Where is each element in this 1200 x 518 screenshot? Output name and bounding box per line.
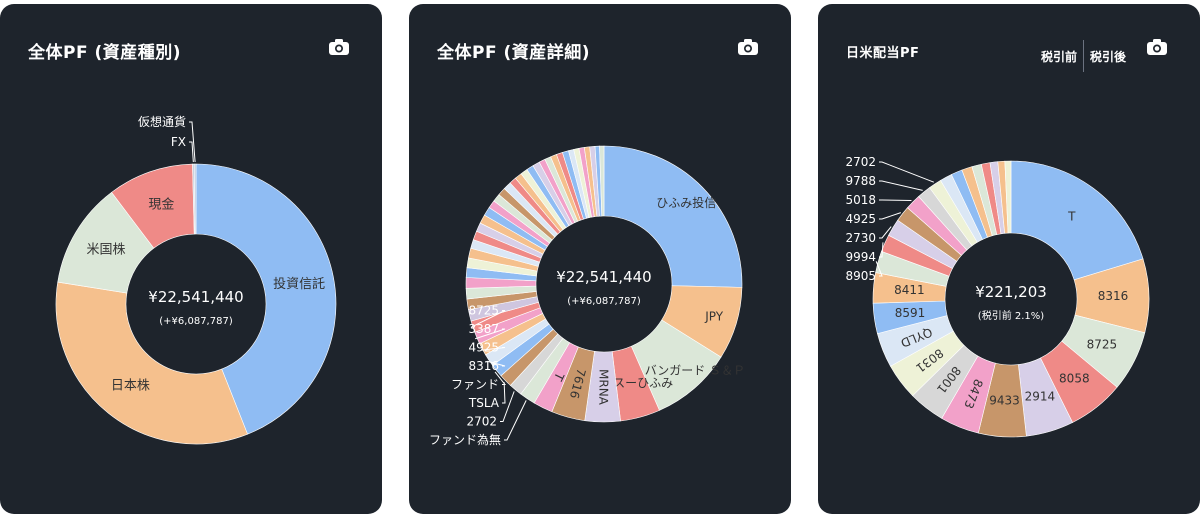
leader-line: [879, 226, 892, 239]
leader-line: [487, 360, 506, 367]
leader-line: [189, 141, 194, 163]
slice-label: SBI・バンガード Ｓ＆Ｐ: [613, 363, 745, 377]
pie-slice[interactable]: [1010, 160, 1144, 281]
slice-label: 米国株: [86, 242, 125, 257]
leader-line: [879, 180, 923, 191]
slice-label: 8316: [468, 359, 499, 373]
card-title: 全体PF (資産種別): [28, 43, 182, 63]
pie-slice[interactable]: [603, 145, 743, 288]
slice-label: ひふみ投信: [656, 195, 716, 210]
pie-slice[interactable]: [599, 145, 605, 217]
camera-icon[interactable]: [1146, 38, 1168, 56]
slice-label: ファンド為無: [429, 432, 501, 447]
slice-label: 8411: [894, 283, 925, 297]
card-title: 全体PF (資産詳細): [437, 43, 591, 63]
tax-after-button[interactable]: 税引後: [1089, 49, 1126, 64]
asset-type-card: 全体PF (資産種別) 投資信託日本株 米国株 現金 FX 仮想通貨 ¥22,541,44…: [0, 4, 382, 514]
pie-slice[interactable]: [195, 163, 337, 435]
slice-label: ファンド: [451, 378, 499, 392]
leader-line: [470, 310, 506, 328]
slice-label: 8725: [468, 304, 499, 318]
slice-label: FX: [171, 135, 186, 149]
slice-label: 投資信託: [273, 276, 325, 292]
camera-icon[interactable]: [737, 38, 759, 56]
center-value: ¥22,541,440: [148, 288, 243, 306]
slice-label: 5018: [845, 193, 876, 207]
leader-line: [879, 242, 884, 258]
slice-label: 仮想通貨: [138, 114, 186, 129]
slice-label: 3387: [468, 322, 499, 336]
slice-label: 8591: [895, 306, 926, 320]
leader-line: [494, 371, 507, 385]
slice-label: 2702: [845, 155, 876, 169]
slice-label: 9433: [989, 393, 1020, 407]
slice-label: JPY: [704, 310, 724, 324]
slice-label: 9788: [845, 174, 876, 188]
center-subvalue: (+¥6,087,787): [567, 296, 641, 307]
leader-line: [504, 400, 527, 441]
slice-label: T: [1067, 210, 1076, 224]
leader-line: [480, 347, 506, 351]
dividend-card: 日米配当PF 税引前 税引後 T 8316 8725 8058 2914 9433 8473…: [818, 4, 1200, 514]
tax-toggle: 税引前 税引後: [1035, 40, 1132, 72]
slice-label: 4925: [845, 212, 876, 226]
slice-label: 4925: [468, 341, 499, 355]
leader-line: [879, 199, 912, 202]
leader-line: [475, 328, 506, 340]
leader-line: [879, 212, 901, 220]
leader-line: [875, 261, 883, 277]
center-value: ¥22,541,440: [556, 268, 651, 286]
slice-label: 8058: [1059, 371, 1090, 385]
slice-label: 2702: [466, 415, 497, 429]
card-title: 日米配当PF: [846, 46, 920, 61]
center-value: ¥221,203: [975, 283, 1047, 301]
slice-label: 8905: [845, 269, 876, 283]
slice-label: 2914: [1025, 389, 1056, 403]
leader-line: [189, 121, 196, 163]
slice-label: 現金: [148, 196, 174, 212]
slice-label: 日本株: [111, 378, 150, 393]
dividend-donut-chart: T83168725805829149433847380018031QYLD859…: [845, 155, 1150, 438]
center-subvalue: (税引前 2.1%): [978, 309, 1044, 322]
slice-label: 8725: [1087, 338, 1118, 352]
pie-slice[interactable]: [193, 163, 197, 235]
pie-slice[interactable]: [1004, 160, 1012, 234]
slice-label: 2730: [845, 231, 876, 245]
asset-detail-card: 全体PF (資産詳細) ひふみ投信 JPY SBI・バンガード Ｓ＆Ｐ レオスーひふみ…: [409, 4, 791, 514]
leader-line: [879, 161, 935, 183]
pie-slice[interactable]: [55, 281, 248, 445]
center-subvalue: (+¥6,087,787): [159, 316, 233, 327]
camera-icon[interactable]: [328, 38, 350, 56]
tax-before-button[interactable]: 税引前: [1040, 49, 1077, 64]
leader-line: [500, 391, 515, 422]
divider: [1082, 40, 1084, 72]
slice-label: TSLA: [468, 396, 500, 410]
leader-line: [502, 382, 506, 404]
slice-label: 9994: [845, 250, 876, 264]
slice-label: 8316: [1098, 289, 1129, 303]
slice-label: MRNA: [596, 369, 610, 406]
